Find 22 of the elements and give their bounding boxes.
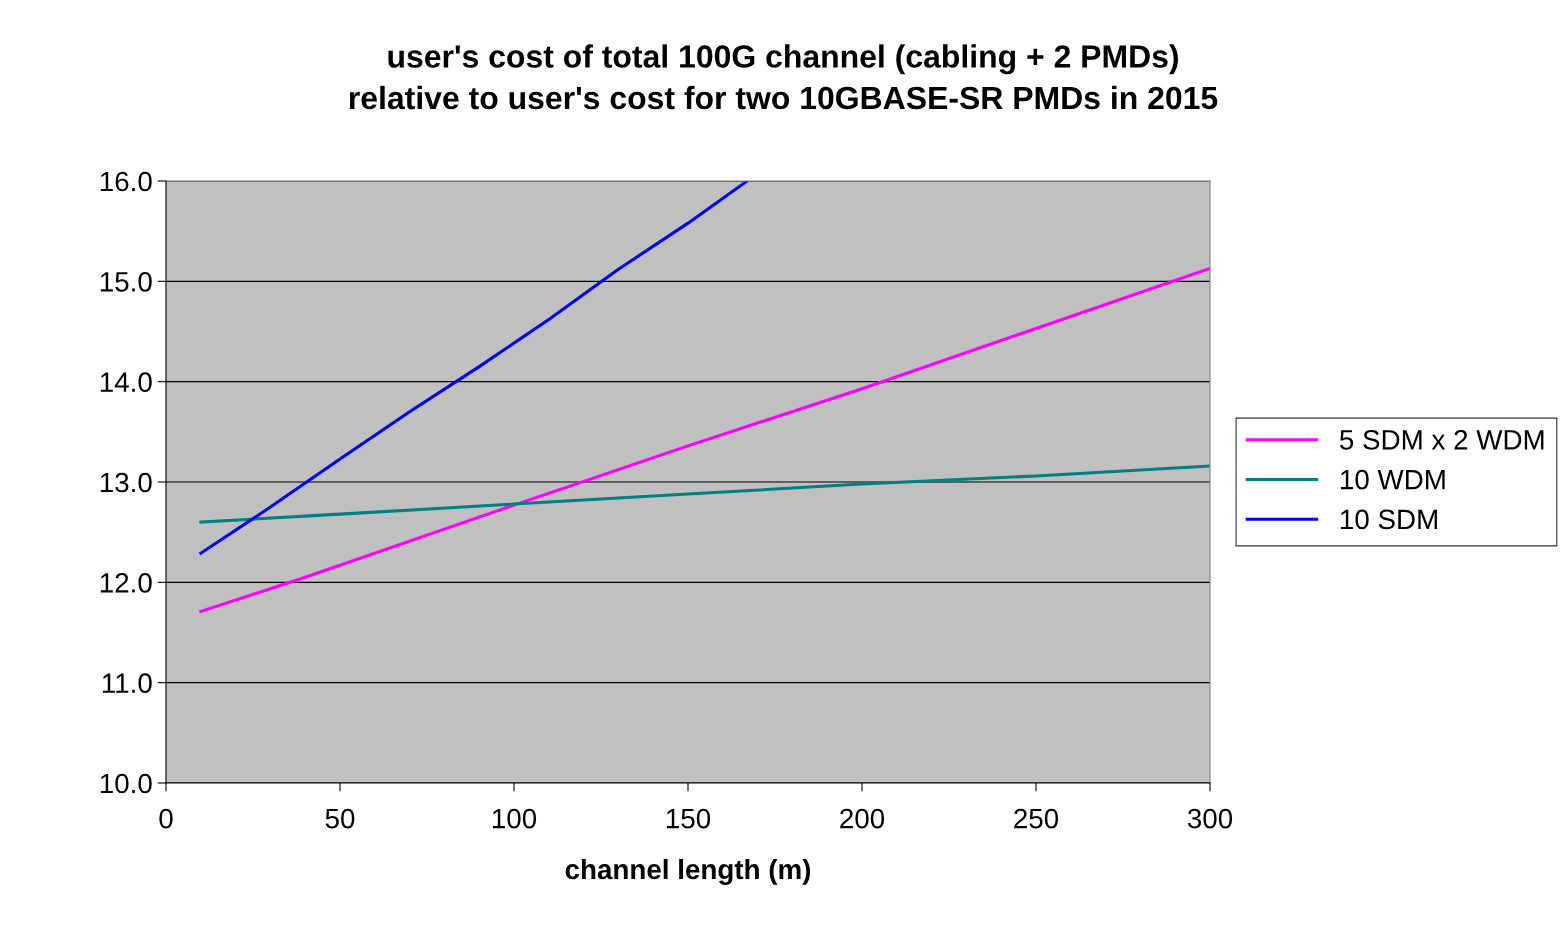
x-tick-label: 150 [666,808,711,829]
x-tick-label: 100 [492,808,537,829]
y-tick-label: 12.0 [100,573,152,593]
x-tick-label: 50 [325,808,355,829]
legend-label: 5 SDM x 2 WDM [1339,430,1544,450]
y-tick-label: 16.0 [100,171,152,192]
x-axis-title: channel length (m) [565,858,811,885]
y-tick-label: 11.0 [102,673,152,694]
x-tick-label: 200 [840,808,885,829]
x-tick-label: 300 [1187,808,1233,829]
y-tick-label: 13.0 [100,472,152,493]
x-tick-label: 0 [159,808,173,829]
chart-title: user's cost of total 100G channel (cabling + 2 PMDs) relative to user's cost for two 10GBASE-SR PMDs in 2015 [349,44,1218,110]
legend-label: 10 WDM [1341,469,1445,490]
y-tick-label: 15.0 [100,272,152,292]
x-tick-label: 250 [1014,808,1059,829]
line-series [199,266,1210,613]
line-series [199,181,749,555]
y-tick-label: 14.0 [100,372,152,393]
legend-label: 10 SDM [1341,509,1437,530]
y-tick-label: 10.0 [100,773,152,794]
line-series [199,464,1210,524]
